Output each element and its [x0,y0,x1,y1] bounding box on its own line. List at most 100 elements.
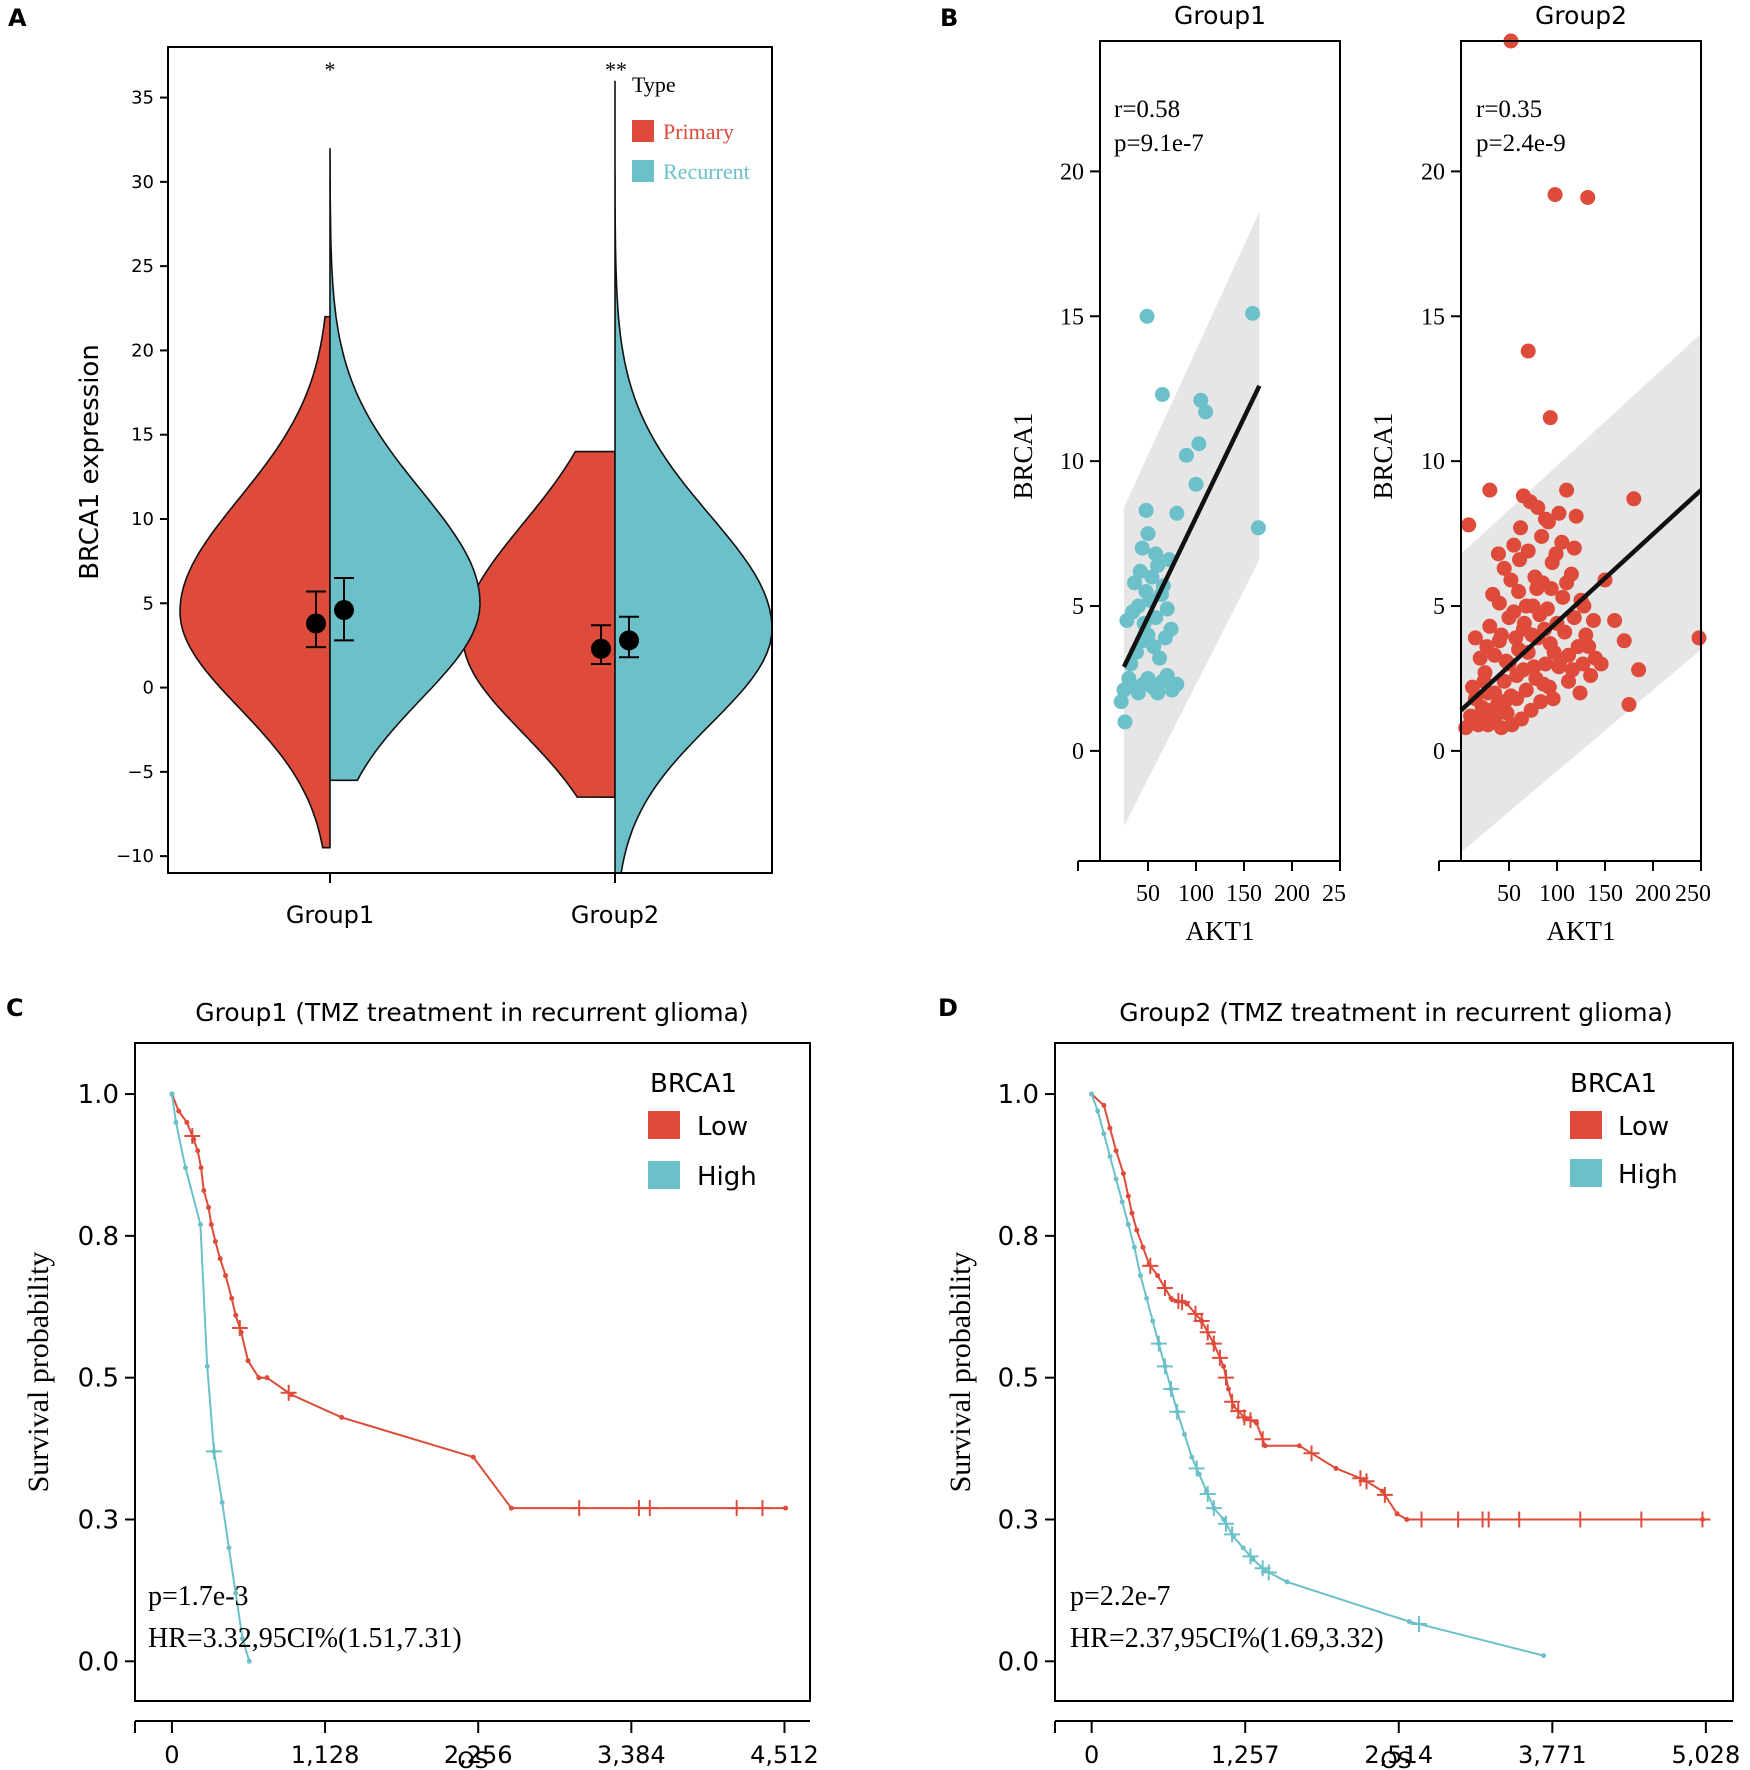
event-point [1107,1125,1113,1131]
data-point [1458,720,1474,736]
x-tick-label: 3,771 [1518,1741,1587,1769]
event-point [217,1256,223,1262]
mean-point [619,630,639,651]
legend: Type Primary Recurrent [632,72,750,184]
event-point [233,1312,239,1318]
event-point [208,1222,214,1228]
event-point [245,1358,251,1364]
hazard-ratio: HR=2.37,95CI%(1.69,3.32) [1070,1623,1384,1654]
panel-label-b: B [940,4,958,32]
x-tick-label: 2,514 [1364,1741,1433,1769]
event-point [1406,1619,1412,1625]
y-tick-label: 0.0 [78,1647,119,1677]
data-point [1188,476,1204,492]
data-point [1496,560,1512,576]
event-point [173,1119,179,1125]
x-tick-label: 150 [1587,881,1623,907]
data-point [1545,691,1561,707]
y-tick-label: −10 [116,846,154,867]
x-tick-label: 2,256 [444,1741,513,1769]
data-point [1516,615,1532,631]
y-tick-label: 30 [131,172,154,193]
hazard-ratio: HR=3.32,95CI%(1.51,7.31) [148,1623,462,1654]
event-point [1225,1386,1231,1392]
data-point [1490,546,1506,562]
event-point [1089,1091,1095,1097]
data-point [1134,540,1150,556]
plot-frame [167,46,773,874]
event-point [184,1119,190,1125]
data-point [1593,656,1609,672]
event-point [204,1363,210,1369]
event-point [1262,1443,1268,1449]
y-tick-label: 5 [1072,594,1084,620]
y-tick-label: 0 [1072,739,1084,765]
y-tick-label: 0.3 [998,1505,1039,1535]
fit-line [1459,488,1703,712]
event-point [1134,1227,1140,1233]
event-point [1284,1579,1290,1585]
event-point [206,1205,212,1210]
event-point [1120,1170,1126,1176]
y-tick-label: 10 [1421,449,1445,475]
data-point [1555,589,1571,605]
confidence-band [1124,211,1260,827]
data-point [1523,702,1539,718]
curve-low [1090,1093,1703,1521]
event-point [1155,1273,1161,1279]
event-point [169,1091,175,1097]
event-point [1125,1222,1131,1228]
data-point [1566,540,1582,556]
data-point [1575,656,1591,672]
fit-line [1121,384,1262,668]
data-point [1482,482,1498,498]
event-point [1138,1273,1144,1279]
data-point [1496,673,1512,689]
data-point [1139,308,1155,324]
data-point [1140,627,1156,643]
event-point [1131,1244,1137,1250]
y-tick-label: 0.3 [78,1505,119,1535]
data-point [1520,644,1536,660]
plot-title: Group2 [1535,1,1627,30]
y-tick-label: 0.5 [78,1364,119,1394]
points [1113,305,1266,730]
legend-swatch-high [1570,1159,1602,1187]
data-point [1508,630,1524,646]
x-tick-label: Group2 [571,901,659,929]
y-axis-label: BRCA1 expression [75,344,105,580]
event-point [1129,1210,1135,1216]
p-value: p=9.1e-7 [1114,130,1204,157]
mean-point [306,613,326,634]
data-point [1512,552,1528,568]
data-point [1554,534,1570,550]
x-axis-label: AKT1 [1547,916,1616,946]
data-point [1542,636,1558,652]
data-point [1159,601,1175,617]
x-tick-label: 150 [1226,881,1262,907]
data-point [1513,520,1529,536]
y-tick-label: 15 [1421,304,1445,330]
event-point [1404,1516,1410,1522]
y-axis-label: Survival probability [22,1252,55,1493]
data-point [1509,668,1525,684]
event-point [198,1165,204,1171]
data-point [1503,572,1519,588]
data-point [1144,569,1160,585]
data-point [1152,650,1168,666]
x-tick-label: 250 [1675,881,1711,907]
data-point [1552,653,1568,669]
data-point [1499,705,1515,721]
y-tick-label: 35 [131,88,154,109]
data-point [1559,482,1575,498]
event-point [1240,1545,1246,1551]
axes: 1.0 0.8 0.5 0.3 0.0 0 1,128 2,256 3,384 4,512 [78,1080,819,1769]
y-tick-label: 0 [1433,739,1445,765]
event-point [1119,1199,1125,1205]
y-tick-label: 1.0 [998,1080,1039,1110]
event-point [1250,1556,1256,1562]
data-point [1580,189,1596,205]
data-point [1169,676,1185,692]
data-point [1534,528,1550,544]
